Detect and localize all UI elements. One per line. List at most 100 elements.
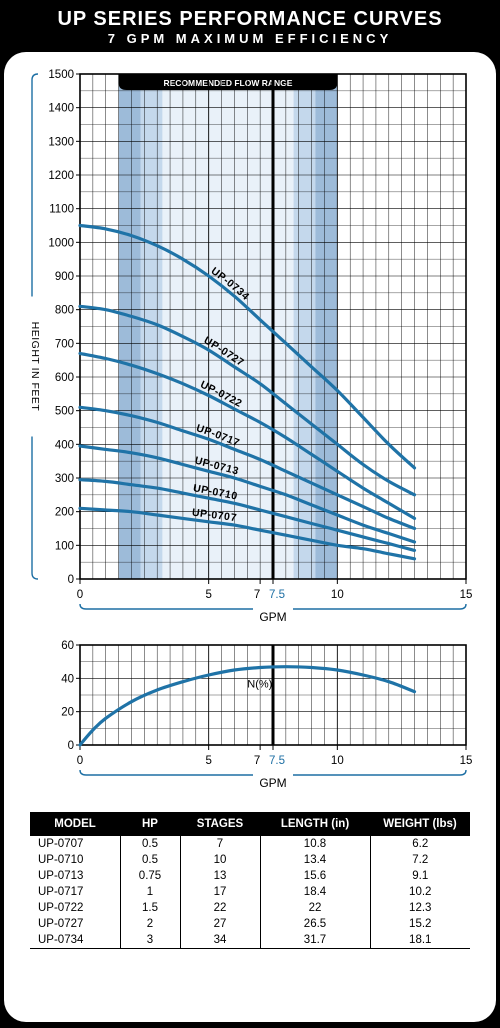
y-tick-label: 0 xyxy=(68,740,74,752)
table-cell: 10 xyxy=(179,852,260,868)
curve-up-0710 xyxy=(78,478,417,552)
recommended-range-tab xyxy=(118,74,338,90)
table-row: UP-0727 2 27 26.5 15.2 xyxy=(30,916,470,932)
table-cell: 31.7 xyxy=(259,932,370,949)
table-cell: 0.75 xyxy=(119,868,180,884)
table-cell: 15.6 xyxy=(259,868,370,884)
page-title: UP SERIES PERFORMANCE CURVES xyxy=(57,8,443,30)
curve-n- xyxy=(78,665,417,747)
table-header-cell: WEIGHT (lbs) xyxy=(370,812,470,836)
x-axis-label-gap xyxy=(253,604,293,614)
table-cell: UP-0727 xyxy=(38,918,84,930)
table-row: UP-0713 0.75 13 15.6 9.1 xyxy=(30,868,470,884)
x-tick-label: 7 xyxy=(254,755,260,767)
table-cell: 13.4 xyxy=(259,852,370,868)
table-cell: 34 xyxy=(179,932,260,949)
table-cell: UP-0734 xyxy=(30,932,120,949)
table-cell: 10.2 xyxy=(369,884,470,900)
efficiency-label: N(%) xyxy=(247,679,272,691)
y-tick-label: 800 xyxy=(55,305,74,317)
performance-charts: RECOMMENDED FLOW RANGE010020030040050060… xyxy=(25,69,473,790)
table-cell: 15.2 xyxy=(369,916,470,932)
curve-up-0734 xyxy=(78,223,417,470)
table-cell: 22 xyxy=(259,900,370,916)
x-tick-label: 7.5 xyxy=(269,589,285,601)
table-row: UP-0734 3 34 31.7 18.1 xyxy=(30,932,470,949)
curve-up-0727 xyxy=(78,304,417,497)
curve-up-0707 xyxy=(78,506,417,561)
curve-up-0713 xyxy=(78,444,417,544)
x-tick-label: 10 xyxy=(331,755,344,767)
table-cell: 22 xyxy=(179,900,260,916)
table-header-cell: LENGTH (in) xyxy=(260,812,370,836)
table-cell: 0.5 xyxy=(119,836,180,852)
model-table: MODEL HP STAGES LENGTH (in) WEIGHT (lbs)… xyxy=(30,812,470,949)
table-row: UP-0710 0.5 10 13.4 7.2 xyxy=(30,852,470,868)
table-cell: 18.1 xyxy=(369,932,470,949)
y-tick-label: 1500 xyxy=(48,69,74,81)
table-cell: 10.8 xyxy=(259,836,370,852)
table-header-cell: HP xyxy=(120,812,180,836)
table-cell: 27 xyxy=(179,916,260,932)
x-tick-label: 0 xyxy=(77,589,83,601)
table-header-row: MODEL HP STAGES LENGTH (in) WEIGHT (lbs) xyxy=(30,812,470,836)
table-cell: 9.1 xyxy=(369,868,470,884)
y-tick-label: 20 xyxy=(61,707,74,719)
table-cell: UP-0722 xyxy=(38,902,84,914)
y-tick-label: 1000 xyxy=(48,237,74,249)
table-row: UP-0717 1 17 18.4 10.2 xyxy=(30,884,470,900)
y-tick-label: 100 xyxy=(55,540,74,552)
curve-up-0722 xyxy=(78,351,417,520)
table-cell: 1 xyxy=(119,884,180,900)
table-cell: UP-0707 xyxy=(38,838,84,850)
table-row: UP-0722 1.5 22 22 12.3 xyxy=(30,900,470,916)
x-axis-label: GPM xyxy=(259,610,286,624)
table-cell: 1.5 xyxy=(119,900,180,916)
y-axis-label: HEIGHT IN FEET xyxy=(29,322,41,412)
table-cell: 13 xyxy=(179,868,260,884)
x-tick-label: 5 xyxy=(205,755,211,767)
x-axis-label-gap xyxy=(253,770,293,780)
curve-label: UP-0707 xyxy=(191,507,237,525)
y-tick-label: 0 xyxy=(68,574,74,586)
x-tick-label: 10 xyxy=(331,589,344,601)
x-tick-label: 15 xyxy=(460,755,473,767)
y-tick-label: 40 xyxy=(61,673,74,685)
x-tick-label: 7 xyxy=(254,589,260,601)
curve-up-0717 xyxy=(78,405,417,531)
y-tick-label: 1100 xyxy=(49,204,74,216)
table-cell: 2 xyxy=(119,916,180,932)
y-tick-label: 400 xyxy=(55,439,74,451)
table-cell: UP-0710 xyxy=(38,854,84,866)
y-tick-label: 700 xyxy=(55,338,74,350)
table-cell: 0.5 xyxy=(119,852,180,868)
curve-label-text: UP-0707 xyxy=(191,507,237,525)
y-tick-label: 900 xyxy=(55,271,74,283)
table-cell: 6.2 xyxy=(369,836,470,852)
y-tick-label: 300 xyxy=(55,473,74,485)
y-tick-label: 600 xyxy=(55,372,74,384)
y-tick-label: 200 xyxy=(55,507,74,519)
table-row: UP-0707 0.5 7 10.8 6.2 xyxy=(30,836,470,852)
y-tick-label: 1200 xyxy=(48,170,74,182)
y-tick-label: 1300 xyxy=(48,136,74,148)
table-cell: UP-0713 xyxy=(38,870,84,882)
recommended-range-label: RECOMMENDED FLOW RANGE xyxy=(164,78,293,88)
table-cell: 7.2 xyxy=(369,852,470,868)
table-cell: 7 xyxy=(179,836,260,852)
header: UP SERIES PERFORMANCE CURVES 7 GPM MAXIM… xyxy=(0,0,500,50)
x-tick-label: 15 xyxy=(460,589,473,601)
table-header-cell: MODEL xyxy=(30,812,120,836)
table-cell: 17 xyxy=(179,884,260,900)
table-cell: 26.5 xyxy=(259,916,370,932)
x-tick-label: 7.5 xyxy=(269,755,285,767)
table-header-cell: STAGES xyxy=(180,812,260,836)
y-tick-label: 500 xyxy=(55,406,74,418)
x-axis-label: GPM xyxy=(259,776,286,790)
x-tick-label: 0 xyxy=(77,755,83,767)
table-cell: 3 xyxy=(119,932,180,949)
table-cell: 12.3 xyxy=(369,900,470,916)
y-tick-label: 60 xyxy=(61,640,74,652)
table-cell: UP-0717 xyxy=(38,886,84,898)
y-axis-label-gap xyxy=(25,296,39,437)
